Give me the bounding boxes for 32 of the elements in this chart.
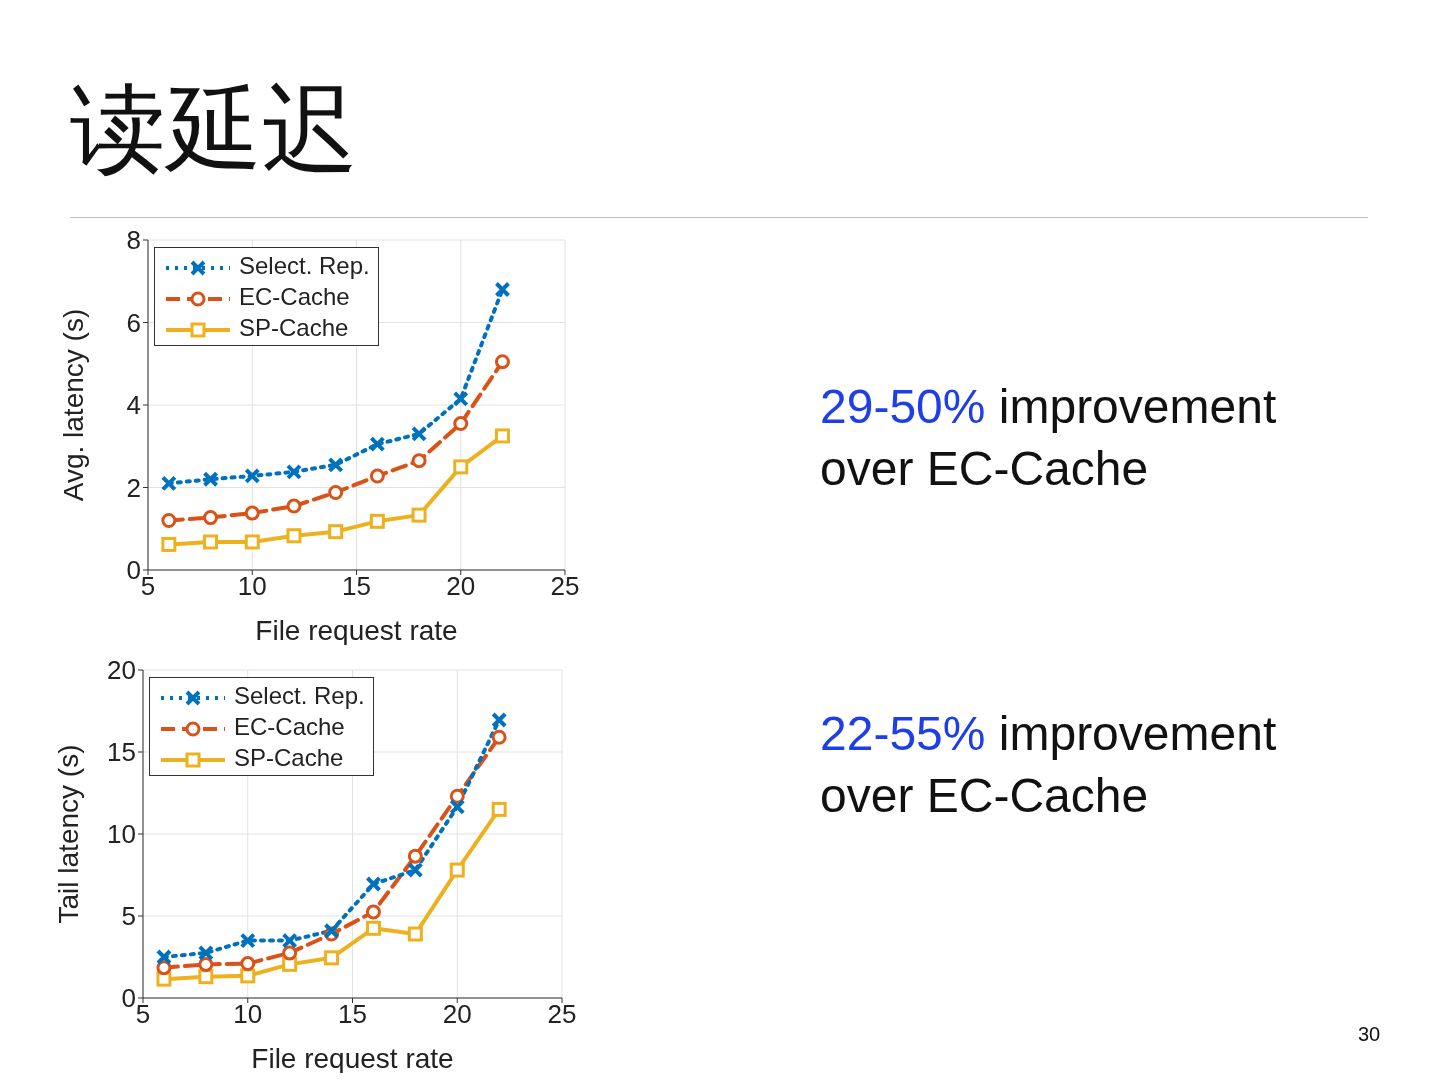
y-tick-label: 4: [126, 390, 141, 421]
x-tick-label: 20: [446, 571, 476, 602]
y-tick-label: 15: [107, 737, 136, 768]
y-tick-label: 5: [121, 901, 136, 932]
legend-label: EC-Cache: [239, 283, 350, 310]
x-tick-label: 10: [237, 571, 267, 602]
y-tick-label: 20: [107, 655, 136, 686]
x-axis-title: File request rate: [255, 615, 458, 646]
text: 30: [1358, 1023, 1381, 1046]
x-tick-label: 15: [338, 999, 367, 1030]
x-axis-title: File request rate: [251, 1043, 454, 1074]
legend-label: EC-Cache: [234, 713, 345, 740]
y-tick-label: 8: [126, 225, 141, 256]
y-tick-label: 0: [126, 555, 141, 586]
legend-label: Select. Rep.: [234, 682, 365, 709]
x-tick-label: 25: [547, 999, 577, 1030]
y-tick-label: 0: [121, 983, 136, 1014]
text: 29-50% improvement over EC-Cache: [820, 380, 1277, 495]
y-axis-title: Tail latency (s): [52, 744, 84, 924]
y-tick-label: 6: [126, 307, 141, 338]
legend-label: SP-Cache: [234, 744, 344, 771]
x-tick-label: 25: [550, 571, 580, 602]
legend-label: Select. Rep.: [239, 252, 370, 279]
x-tick-label: 10: [233, 999, 263, 1030]
legend-label: SP-Cache: [239, 314, 349, 341]
y-tick-label: 2: [126, 472, 141, 503]
chart-title: 读延迟: [70, 75, 358, 185]
text: 22-55% improvement over EC-Cache: [820, 707, 1277, 822]
x-tick-label: 20: [442, 999, 472, 1030]
y-tick-label: 10: [107, 819, 136, 850]
y-axis-title: Avg. latency (s): [57, 308, 89, 502]
x-tick-label: 15: [342, 571, 371, 602]
